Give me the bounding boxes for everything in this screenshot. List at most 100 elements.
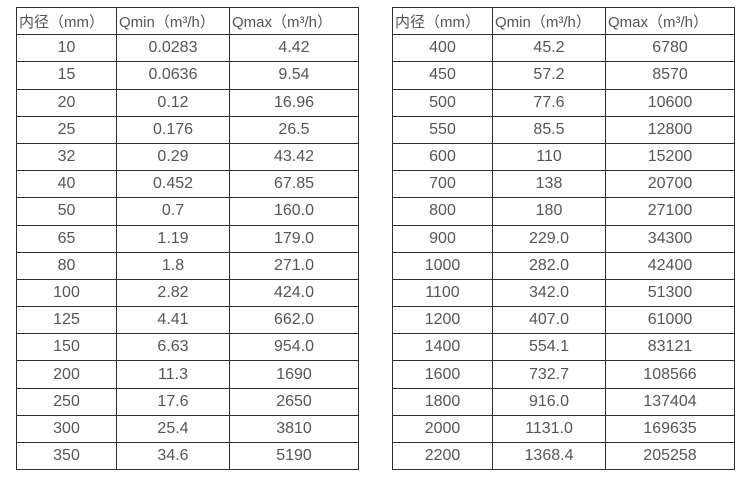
table-row: 25 0.176 26.5 (16, 115, 359, 144)
table-row: 350 34.6 5190 (16, 441, 359, 471)
cell-qmax: 15200 (605, 142, 735, 172)
cell-diameter: 32 (16, 142, 117, 172)
column-header-qmin: Qmin（m³/h） (116, 6, 230, 36)
cell-qmax: 169635 (605, 414, 735, 444)
cell-diameter: 150 (16, 333, 117, 362)
table-row: 32 0.29 43.42 (16, 142, 359, 172)
cell-diameter: 40 (16, 170, 117, 199)
cell-qmax: 4.42 (229, 34, 359, 63)
cell-qmax: 61000 (605, 306, 735, 335)
cell-qmax: 67.85 (229, 170, 359, 199)
cell-diameter: 2000 (392, 414, 493, 444)
flow-rate-table-left: 内径（mm） Qmin（m³/h） Qmax（m³/h） 10 0.0283 4.42 15… (16, 6, 359, 471)
table-row: 65 1.19 179.0 (16, 224, 359, 253)
cell-qmin: 138 (492, 170, 606, 199)
table-row: 2000 1131.0 169635 (392, 414, 735, 444)
cell-qmin: 407.0 (492, 306, 606, 335)
cell-qmin: 4.41 (116, 306, 230, 335)
cell-diameter: 1100 (392, 278, 493, 308)
cell-qmax: 179.0 (229, 224, 359, 253)
table-row: 700 138 20700 (392, 170, 735, 199)
cell-qmin: 180 (492, 197, 606, 226)
cell-qmin: 45.2 (492, 34, 606, 63)
cell-diameter: 250 (16, 387, 117, 416)
column-header-qmin: Qmin（m³/h） (492, 6, 606, 36)
cell-qmax: 12800 (605, 115, 735, 144)
column-header-diameter: 内径（mm） (16, 6, 117, 36)
cell-diameter: 550 (392, 115, 493, 144)
cell-qmax: 8570 (605, 61, 735, 90)
table-row: 900 229.0 34300 (392, 224, 735, 253)
cell-diameter: 25 (16, 115, 117, 144)
table-row: 125 4.41 662.0 (16, 306, 359, 335)
cell-qmax: 108566 (605, 360, 735, 389)
cell-qmax: 954.0 (229, 333, 359, 362)
cell-diameter: 1800 (392, 387, 493, 416)
table-row: 1100 342.0 51300 (392, 278, 735, 308)
cell-qmin: 732.7 (492, 360, 606, 389)
cell-diameter: 1400 (392, 333, 493, 362)
cell-qmax: 160.0 (229, 197, 359, 226)
cell-diameter: 125 (16, 306, 117, 335)
table-row: 500 77.6 10600 (392, 88, 735, 117)
cell-diameter: 1200 (392, 306, 493, 335)
table-row: 550 85.5 12800 (392, 115, 735, 144)
cell-diameter: 80 (16, 251, 117, 280)
cell-qmin: 17.6 (116, 387, 230, 416)
cell-diameter: 100 (16, 278, 117, 308)
cell-diameter: 20 (16, 88, 117, 117)
cell-qmin: 0.0283 (116, 34, 230, 63)
cell-diameter: 400 (392, 34, 493, 63)
table-row: 300 25.4 3810 (16, 414, 359, 444)
cell-qmin: 6.63 (116, 333, 230, 362)
table-row: 40 0.452 67.85 (16, 170, 359, 199)
cell-diameter: 450 (392, 61, 493, 90)
cell-qmax: 27100 (605, 197, 735, 226)
table-row: 15 0.0636 9.54 (16, 61, 359, 90)
cell-diameter: 2200 (392, 441, 493, 471)
flow-rate-table-right: 内径（mm） Qmin（m³/h） Qmax（m³/h） 400 45.2 6780 450… (392, 6, 735, 471)
cell-diameter: 1000 (392, 251, 493, 280)
cell-qmin: 85.5 (492, 115, 606, 144)
cell-qmin: 110 (492, 142, 606, 172)
cell-diameter: 10 (16, 34, 117, 63)
cell-diameter: 600 (392, 142, 493, 172)
table-row: 450 57.2 8570 (392, 61, 735, 90)
cell-diameter: 500 (392, 88, 493, 117)
cell-qmax: 16.96 (229, 88, 359, 117)
column-header-diameter: 内径（mm） (392, 6, 493, 36)
table-row: 2200 1368.4 205258 (392, 441, 735, 471)
cell-qmax: 83121 (605, 333, 735, 362)
table-row: 250 17.6 2650 (16, 387, 359, 416)
table-row: 1200 407.0 61000 (392, 306, 735, 335)
cell-qmin: 2.82 (116, 278, 230, 308)
column-header-qmax: Qmax（m³/h） (605, 6, 735, 36)
cell-qmax: 20700 (605, 170, 735, 199)
cell-qmin: 1131.0 (492, 414, 606, 444)
header-row: 内径（mm） Qmin（m³/h） Qmax（m³/h） (16, 6, 359, 36)
cell-qmin: 554.1 (492, 333, 606, 362)
cell-qmax: 10600 (605, 88, 735, 117)
cell-qmin: 25.4 (116, 414, 230, 444)
cell-diameter: 50 (16, 197, 117, 226)
cell-qmax: 51300 (605, 278, 735, 308)
cell-diameter: 65 (16, 224, 117, 253)
cell-diameter: 300 (16, 414, 117, 444)
cell-qmin: 34.6 (116, 441, 230, 471)
cell-diameter: 700 (392, 170, 493, 199)
cell-qmax: 26.5 (229, 115, 359, 144)
cell-qmax: 6780 (605, 34, 735, 63)
column-header-qmax: Qmax（m³/h） (229, 6, 359, 36)
cell-qmax: 34300 (605, 224, 735, 253)
tables-container: 内径（mm） Qmin（m³/h） Qmax（m³/h） 10 0.0283 4.42 15… (16, 6, 735, 471)
cell-qmin: 0.7 (116, 197, 230, 226)
cell-qmax: 43.42 (229, 142, 359, 172)
cell-qmin: 0.452 (116, 170, 230, 199)
table-row: 50 0.7 160.0 (16, 197, 359, 226)
cell-qmin: 0.12 (116, 88, 230, 117)
cell-diameter: 15 (16, 61, 117, 90)
table-row: 800 180 27100 (392, 197, 735, 226)
cell-diameter: 350 (16, 441, 117, 471)
header-row: 内径（mm） Qmin（m³/h） Qmax（m³/h） (392, 6, 735, 36)
cell-qmin: 77.6 (492, 88, 606, 117)
